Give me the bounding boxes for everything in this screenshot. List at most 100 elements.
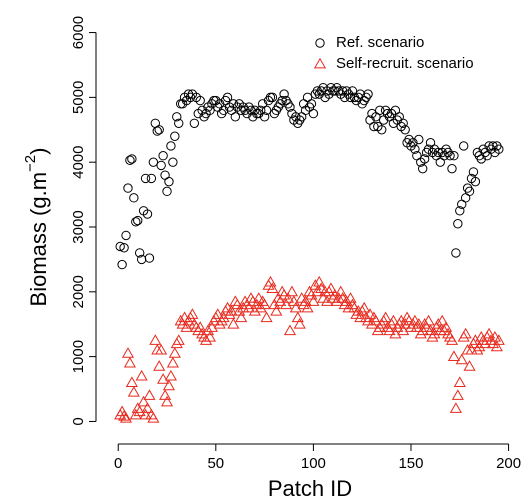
y-tick-label: 6000 bbox=[70, 16, 87, 49]
data-point bbox=[490, 340, 503, 352]
data-point bbox=[164, 176, 174, 187]
data-point bbox=[205, 321, 218, 332]
data-point bbox=[492, 334, 505, 345]
data-point bbox=[479, 337, 492, 349]
data-point bbox=[354, 311, 367, 323]
data-point bbox=[125, 376, 138, 387]
data-point bbox=[141, 402, 154, 413]
data-point bbox=[410, 144, 420, 154]
data-point bbox=[398, 118, 408, 128]
data-point bbox=[293, 318, 306, 329]
data-point bbox=[156, 160, 166, 171]
data-point bbox=[139, 408, 152, 420]
data-point bbox=[460, 193, 471, 203]
data-point bbox=[465, 343, 478, 355]
data-point bbox=[119, 411, 133, 423]
data-point bbox=[371, 324, 384, 336]
data-point bbox=[345, 92, 356, 103]
data-point bbox=[387, 314, 400, 326]
data-point bbox=[211, 308, 224, 319]
data-point bbox=[121, 230, 131, 241]
data-point bbox=[150, 118, 161, 128]
data-point bbox=[144, 253, 155, 263]
data-point bbox=[217, 311, 230, 323]
data-point bbox=[172, 112, 182, 122]
data-point bbox=[115, 241, 125, 252]
data-point bbox=[389, 327, 402, 339]
data-point bbox=[116, 405, 129, 417]
data-point bbox=[142, 209, 153, 219]
data-point bbox=[307, 295, 320, 306]
data-point bbox=[133, 215, 143, 226]
data-point bbox=[222, 92, 233, 103]
data-point bbox=[459, 327, 472, 339]
data-point bbox=[153, 360, 166, 371]
data-point bbox=[237, 301, 250, 313]
data-point bbox=[365, 318, 379, 329]
x-tick-label: 150 bbox=[398, 455, 423, 472]
data-point bbox=[416, 324, 429, 336]
data-point bbox=[347, 86, 358, 96]
data-point bbox=[279, 89, 289, 99]
data-point bbox=[149, 334, 162, 345]
data-point bbox=[447, 163, 457, 174]
y-tick-label: 4000 bbox=[70, 145, 87, 178]
data-point bbox=[264, 275, 277, 287]
data-point bbox=[225, 305, 238, 316]
data-point bbox=[137, 395, 150, 407]
data-point bbox=[445, 151, 455, 161]
data-point bbox=[157, 373, 170, 384]
data-point bbox=[180, 321, 193, 332]
data-point bbox=[195, 95, 205, 106]
data-point bbox=[203, 330, 217, 342]
data-point bbox=[158, 151, 168, 161]
data-point bbox=[285, 102, 295, 112]
data-point bbox=[412, 318, 425, 329]
data-point bbox=[453, 376, 466, 387]
data-point bbox=[246, 105, 256, 116]
y-tick-label: 1000 bbox=[70, 340, 87, 373]
data-point bbox=[414, 327, 427, 339]
data-point bbox=[254, 301, 267, 313]
y-axis-title-text: Biomass (g.m bbox=[26, 172, 51, 306]
data-point bbox=[129, 193, 139, 203]
data-point bbox=[146, 173, 157, 184]
data-point bbox=[277, 95, 287, 106]
data-point bbox=[155, 343, 168, 355]
data-point bbox=[473, 340, 486, 352]
data-point bbox=[218, 105, 229, 116]
data-point bbox=[369, 314, 382, 326]
legend-marker bbox=[313, 57, 327, 69]
data-point bbox=[170, 337, 183, 349]
data-point bbox=[235, 311, 248, 323]
data-point bbox=[258, 298, 271, 310]
data-point bbox=[134, 248, 145, 258]
data-point bbox=[159, 389, 172, 400]
data-point bbox=[289, 301, 302, 313]
data-point bbox=[449, 151, 459, 161]
x-tick-label: 200 bbox=[496, 455, 521, 472]
data-point bbox=[435, 157, 445, 167]
data-point bbox=[131, 402, 144, 413]
data-point bbox=[397, 324, 410, 336]
data-point bbox=[469, 334, 482, 345]
data-point bbox=[453, 219, 463, 229]
data-point bbox=[457, 330, 470, 342]
data-point bbox=[400, 125, 410, 135]
data-point bbox=[227, 318, 240, 329]
data-point bbox=[418, 163, 428, 174]
data-point bbox=[408, 138, 418, 148]
data-point bbox=[229, 295, 242, 306]
legend-marker bbox=[315, 38, 325, 48]
data-point bbox=[451, 389, 464, 400]
legend-label: Self-recruit. scenario bbox=[336, 55, 474, 72]
data-point bbox=[302, 92, 313, 103]
data-point bbox=[274, 295, 287, 306]
data-point bbox=[369, 121, 379, 132]
data-point bbox=[154, 125, 164, 135]
data-point bbox=[464, 186, 475, 197]
data-point bbox=[127, 386, 140, 397]
data-point bbox=[135, 369, 148, 381]
data-point bbox=[443, 330, 457, 342]
data-point bbox=[125, 155, 135, 165]
